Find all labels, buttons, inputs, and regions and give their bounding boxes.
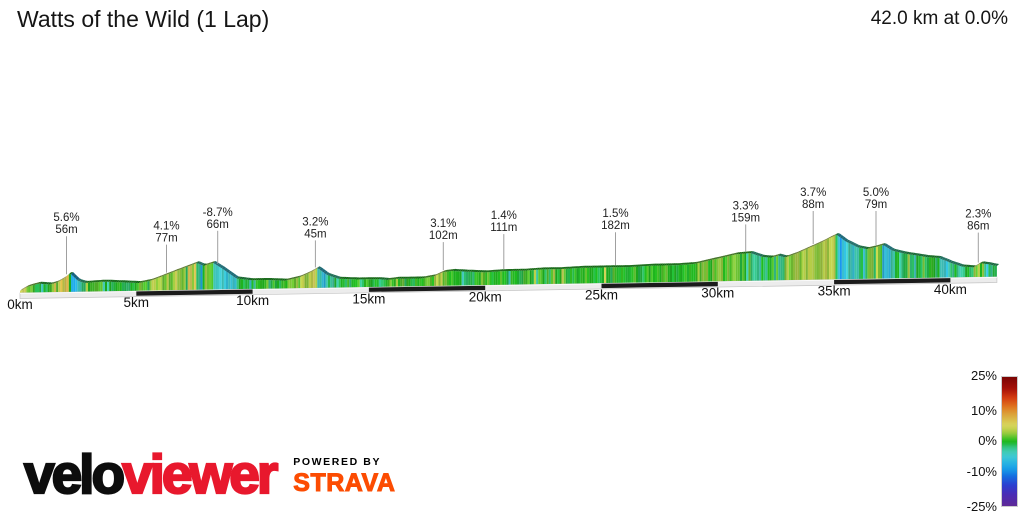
svg-text:79m: 79m — [865, 199, 887, 211]
svg-text:66m: 66m — [207, 219, 229, 231]
page-title: Watts of the Wild (1 Lap) — [17, 6, 270, 32]
veloviewer-logo: veloviewer POWERED BY STRAVA — [23, 443, 396, 505]
strava-wordmark: STRAVA — [293, 469, 396, 498]
svg-text:3.2%: 3.2% — [302, 216, 328, 228]
annotation: 5.6%56m — [53, 212, 80, 275]
x-axis-label: 20km — [469, 289, 502, 304]
x-axis-label: 40km — [934, 282, 967, 297]
x-axis-label: 0km — [7, 297, 33, 312]
svg-text:1.5%: 1.5% — [602, 208, 628, 220]
annotation: 3.1%102m — [429, 218, 458, 271]
svg-text:3.3%: 3.3% — [733, 200, 759, 212]
x-axis-label: 5km — [124, 295, 150, 310]
svg-text:4.1%: 4.1% — [153, 221, 179, 233]
x-axis-label: 35km — [818, 284, 851, 299]
svg-text:1.4%: 1.4% — [491, 210, 517, 222]
x-axis-label: 15km — [352, 291, 385, 306]
climb-annotations: 5.6%56m 4.1%77m -8.7%66m 3.2%45m 3.1%102m 1.4… — [53, 187, 991, 275]
annotation: 5.0%79m — [863, 187, 889, 245]
distance-marker-bar — [19, 276, 998, 299]
annotation: 3.3%159m — [731, 200, 760, 252]
svg-text:2.3%: 2.3% — [965, 209, 991, 221]
svg-text:3.1%: 3.1% — [430, 218, 456, 230]
svg-text:56m: 56m — [55, 224, 77, 236]
svg-text:182m: 182m — [601, 220, 630, 232]
x-axis-label: 10km — [236, 293, 269, 308]
brand-velo: velo — [23, 443, 126, 505]
veloviewer-wordmark: veloviewer — [23, 443, 280, 505]
route-distance-gradient-summary: 42.0 km at 0.0% — [870, 8, 1008, 29]
svg-text:5.6%: 5.6% — [53, 212, 79, 224]
svg-text:159m: 159m — [731, 212, 760, 224]
annotation: -8.7%66m — [203, 207, 233, 264]
svg-text:-8.7%: -8.7% — [203, 207, 233, 219]
svg-text:88m: 88m — [802, 199, 824, 211]
svg-text:77m: 77m — [155, 233, 177, 245]
svg-text:111m: 111m — [490, 222, 517, 234]
powered-by-strava: POWERED BY STRAVA — [293, 456, 396, 498]
annotation: 4.1%77m — [153, 221, 180, 273]
gradient-colored-elevation-area — [20, 235, 997, 293]
brand-viewer: viewer — [121, 443, 279, 505]
annotation: 1.4%111m — [490, 210, 517, 270]
annotation: 1.5%182m — [601, 208, 630, 266]
annotation: 2.3%86m — [965, 209, 991, 263]
x-axis-labels: 0km 5km 10km 15km 20km 25km 30km 35km 40km — [7, 282, 967, 312]
svg-text:45m: 45m — [304, 228, 326, 240]
x-axis-label: 30km — [701, 286, 734, 301]
svg-text:3.7%: 3.7% — [800, 187, 826, 199]
svg-text:102m: 102m — [429, 230, 458, 242]
x-axis-label: 25km — [585, 288, 618, 303]
powered-by-label: POWERED BY — [293, 456, 382, 468]
profile-ridge-3d-face — [20, 233, 1000, 291]
svg-text:86m: 86m — [967, 221, 989, 233]
svg-text:5.0%: 5.0% — [863, 187, 889, 199]
annotation: 3.2%45m — [302, 216, 329, 268]
annotation: 3.7%88m — [800, 187, 826, 244]
